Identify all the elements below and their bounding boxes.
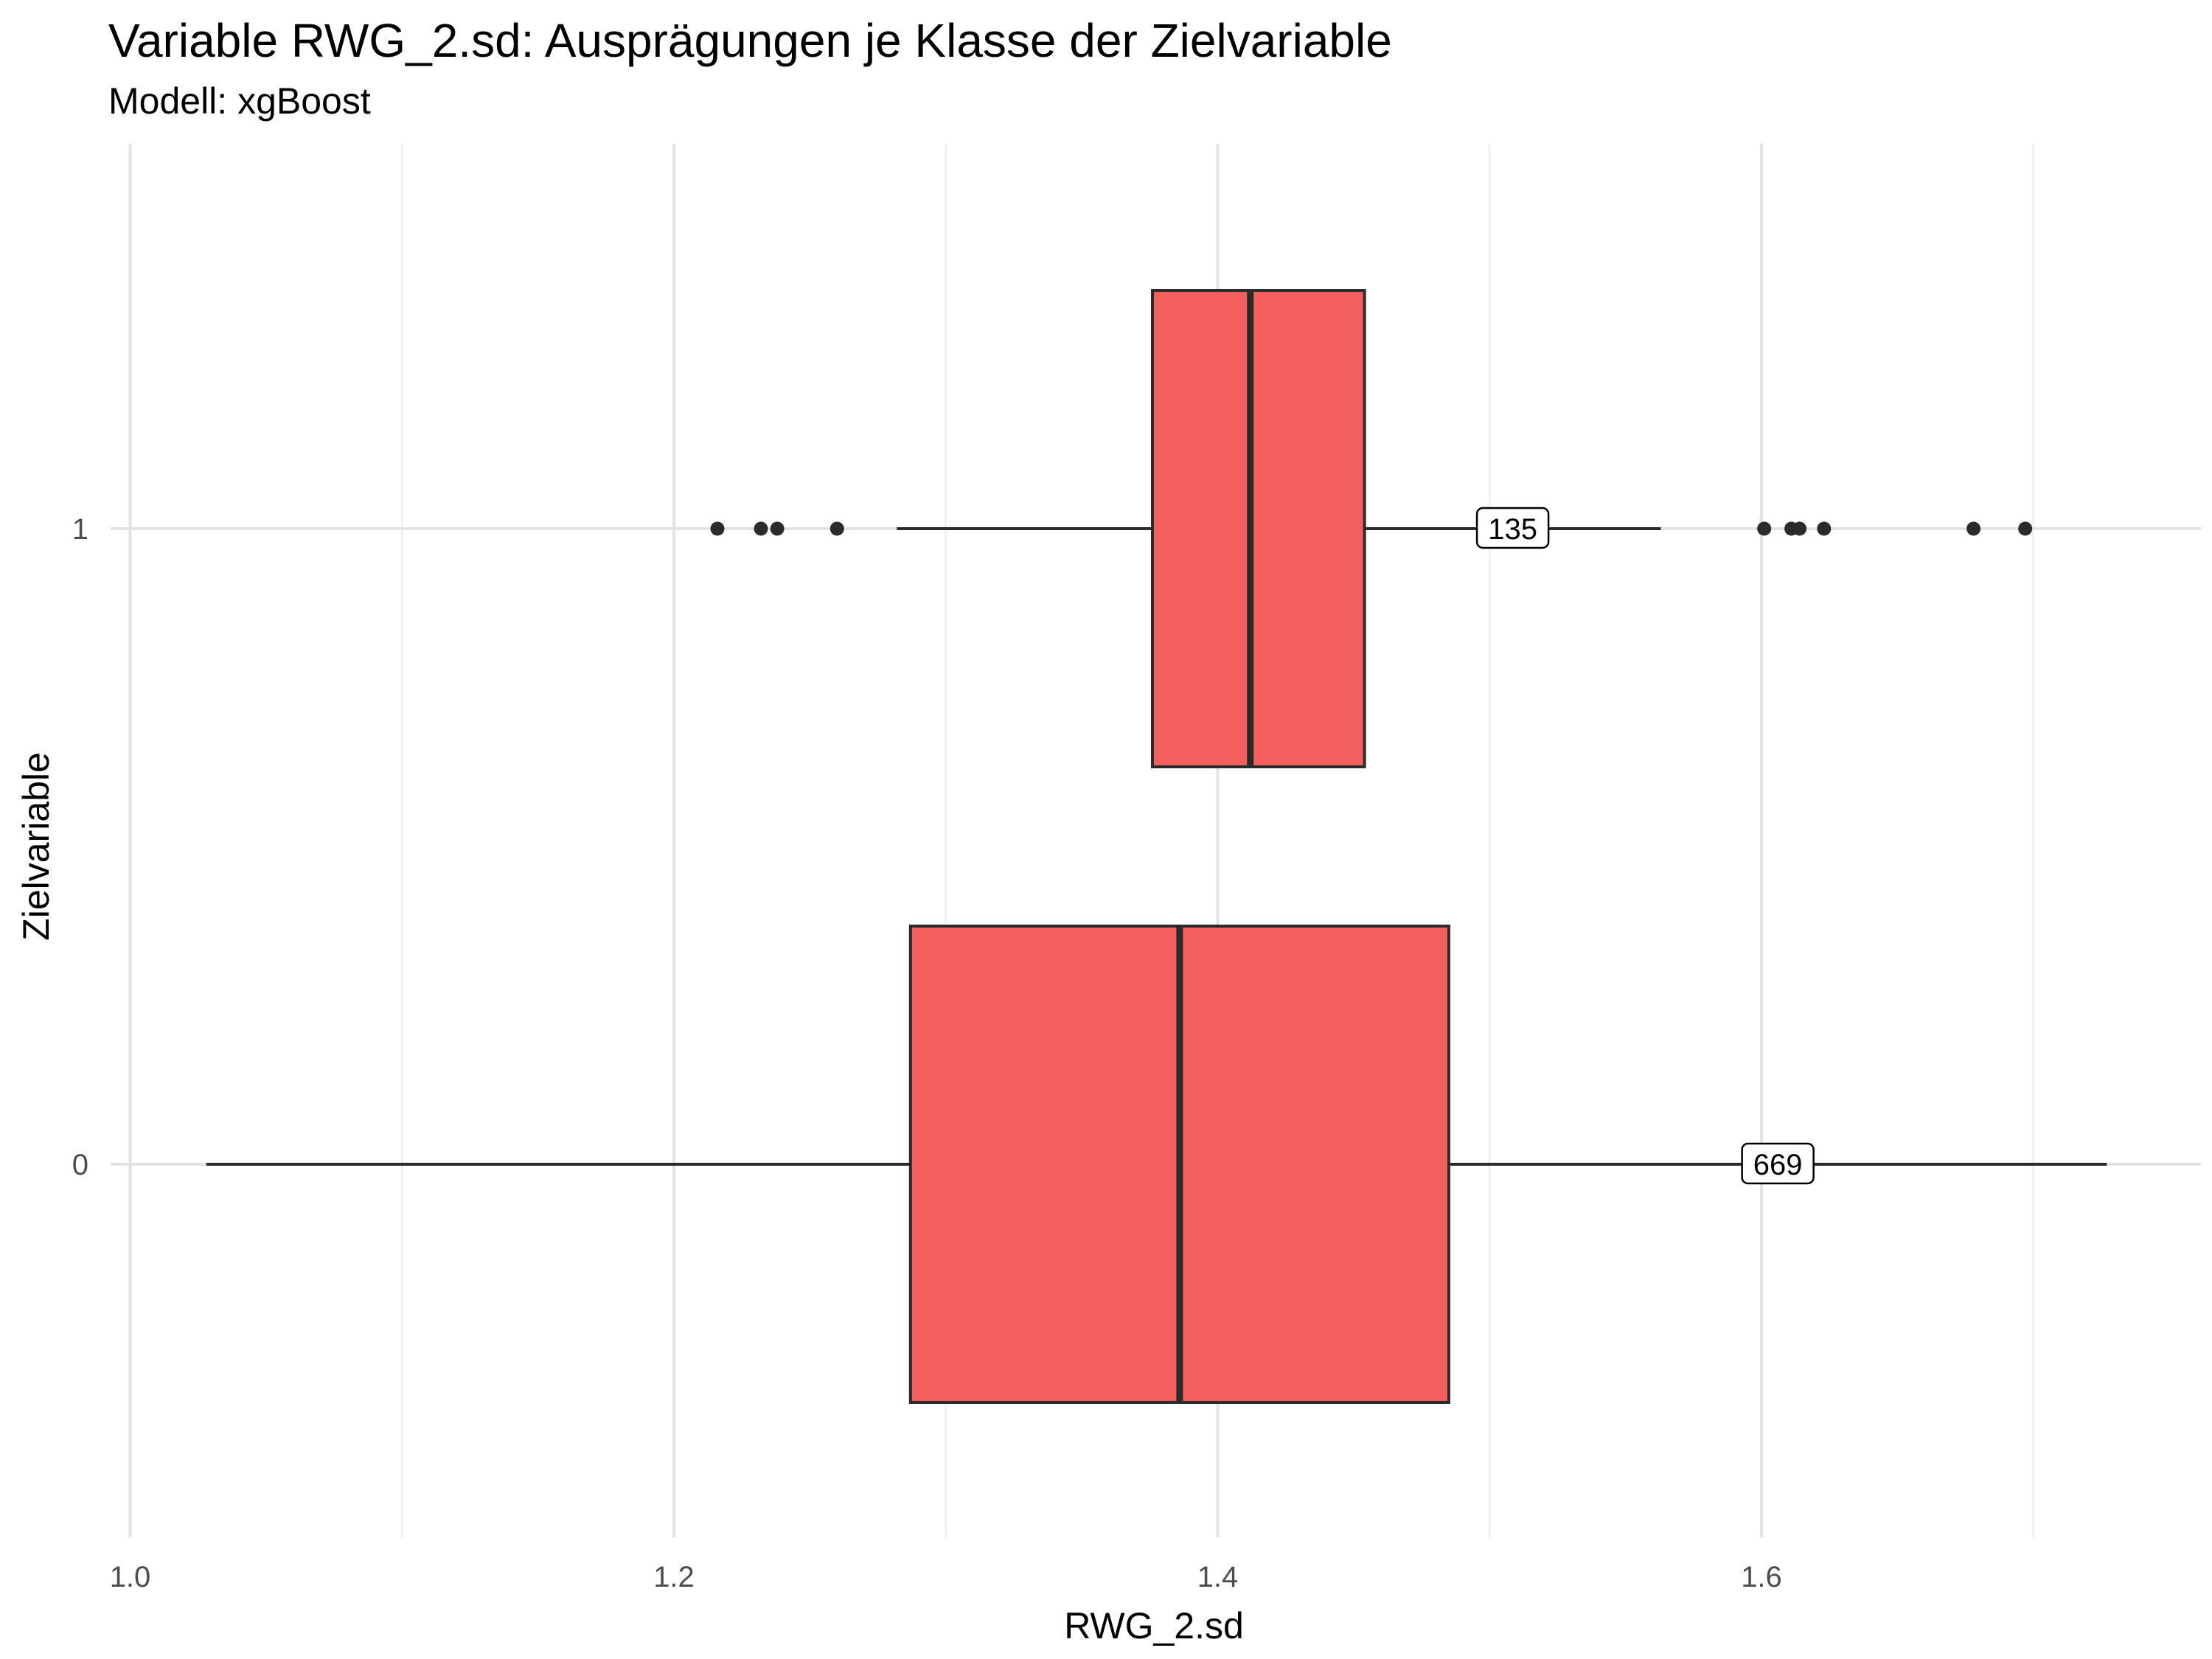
box-0: [206, 925, 2107, 1404]
x-tick-label: 1.2: [653, 1561, 695, 1593]
y-tick-label: 0: [72, 1149, 88, 1181]
count-label-0: 669: [1741, 1142, 1815, 1185]
x-tick-label: 1.6: [1741, 1561, 1782, 1593]
y-axis-title: Zielvariable: [15, 752, 57, 941]
outlier-point: [2018, 521, 2033, 536]
outlier-point: [830, 521, 844, 536]
x-tick-label: 1.0: [110, 1561, 151, 1593]
count-label-1: 135: [1475, 507, 1550, 549]
chart-subtitle: Modell: xgBoost: [108, 80, 371, 122]
chart-title: Variable RWG_2.sd: Ausprägungen je Klass…: [108, 14, 1392, 67]
count-label-box: [1741, 1142, 1815, 1185]
box-1: [710, 289, 2033, 768]
count-labels: 669 135: [1475, 507, 1815, 1185]
outlier-point: [1757, 521, 1772, 536]
outlier-point: [1792, 521, 1807, 536]
outlier-point: [1817, 521, 1832, 536]
count-label-box: [1475, 507, 1550, 549]
y-tick-label: 1: [72, 513, 88, 546]
box-iqr: [1151, 289, 1366, 768]
x-axis-title: RWG_2.sd: [1064, 1605, 1244, 1646]
boxplot-series: [206, 289, 2107, 1404]
outlier-point: [710, 521, 725, 536]
count-label-text: 135: [1488, 513, 1537, 546]
x-tick-label: 1.4: [1197, 1561, 1239, 1593]
count-label-text: 669: [1753, 1149, 1803, 1181]
outlier-point: [770, 521, 785, 536]
axes: 1.0 1.2 1.4 1.6 0 1: [72, 513, 1782, 1593]
outlier-point: [1966, 521, 1981, 536]
outlier-point: [754, 521, 768, 536]
